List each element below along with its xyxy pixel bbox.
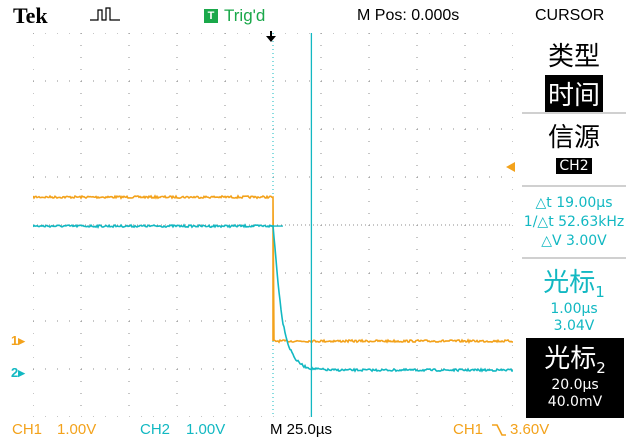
cursor1-button[interactable]: 光标1 1.00µs 3.04V — [520, 262, 628, 335]
ch1-trace — [33, 194, 513, 344]
cursor2-label: 光标 — [544, 344, 597, 374]
pulse-waveform-icon — [90, 7, 120, 21]
trigger-badge: T — [204, 9, 218, 23]
cursor2-button[interactable]: 光标2 20.0µs 40.0mV — [526, 338, 624, 418]
type-value: 时间 — [544, 75, 603, 112]
source-value: CH2 — [556, 158, 592, 174]
source-label: 信源 — [547, 123, 600, 153]
reciprocal-delta-icon: 1/△t — [523, 214, 554, 230]
ch2-marker: 2▸ — [11, 365, 25, 380]
cursor1-volt: 3.04V — [553, 318, 595, 335]
ch2-scale: 1.00V — [186, 421, 226, 438]
menu-divider — [522, 257, 626, 259]
cursor-readout: △t 19.00µs 1/△t 52.63kHz △V 3.00V — [520, 194, 628, 251]
cursor2-volt: 40.0mV — [547, 394, 603, 411]
menu-source-button[interactable]: 信源 CH2 — [520, 117, 628, 174]
status-bar: Tek T Trig'd M Pos: 0.000s CURSOR — [0, 0, 628, 30]
cursor2-time: 20.0µs — [551, 377, 599, 394]
ch1-label: CH1 — [12, 421, 43, 438]
menu-divider — [522, 185, 626, 187]
cursor1-label: 光标 — [543, 268, 596, 298]
inverse-delta-t: 1/△t 52.63kHz — [523, 214, 625, 230]
menu-divider — [522, 112, 626, 114]
trigger-status: Trig'd — [224, 6, 266, 25]
brand-logo: Tek — [13, 3, 48, 28]
ch1-marker: 1▸ — [11, 333, 25, 348]
trigger-level: 3.60V — [510, 421, 550, 438]
ch1-scale: 1.00V — [57, 421, 97, 438]
horizontal-position: M Pos: 0.000s — [357, 7, 460, 24]
delta-t-value: △t 19.00µs — [535, 195, 613, 211]
menu-type-button[interactable]: 类型 时间 — [520, 36, 628, 112]
ch2-label: CH2 — [140, 421, 171, 438]
menu-title: CURSOR — [535, 7, 605, 24]
trigger-position-icon — [266, 31, 276, 42]
falling-edge-icon — [492, 424, 506, 436]
timebase: M 25.0µs — [270, 421, 332, 438]
waveform-display — [33, 33, 513, 417]
delta-v-value: △V 3.00V — [541, 233, 607, 249]
cursor1-time: 1.00µs — [550, 301, 598, 318]
type-label: 类型 — [547, 42, 600, 72]
trigger-level-icon — [506, 162, 515, 172]
trigger-source: CH1 — [453, 421, 484, 438]
